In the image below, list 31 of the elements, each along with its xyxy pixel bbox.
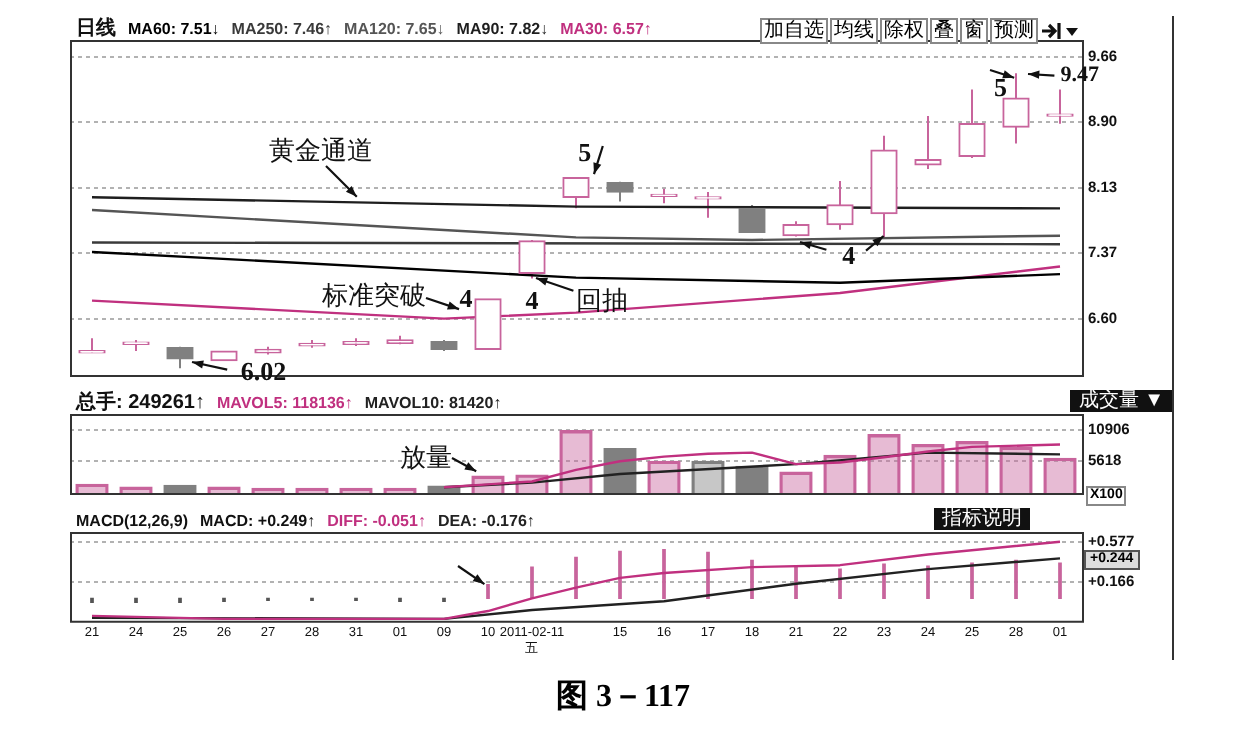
annotation: 预测 bbox=[990, 18, 1038, 44]
text: MA250: 7.46↑ bbox=[231, 18, 333, 40]
text: MAVOL10: 81420↑ bbox=[364, 392, 502, 414]
annotation: 黄金通道 bbox=[268, 134, 373, 165]
chart-title: MACD(12,26,9) bbox=[76, 510, 189, 532]
annotation: 总手: 249261↑ bbox=[76, 392, 205, 414]
annotation: 5 bbox=[578, 137, 593, 168]
text: MA60: 7.51↓ bbox=[128, 18, 220, 40]
text: MA90: 7.82↓ bbox=[456, 18, 549, 40]
text: MA30: 6.57↑ bbox=[560, 18, 652, 40]
annotation: 均线 bbox=[830, 18, 878, 44]
text: 成交量 ▼ bbox=[1070, 390, 1172, 412]
annotation: 标准突破 bbox=[319, 280, 426, 311]
annotation: 4 bbox=[842, 239, 857, 270]
annotation: 4 bbox=[459, 283, 474, 314]
annotation: 放量 bbox=[400, 442, 453, 473]
text: 指标说明 bbox=[934, 508, 1030, 530]
annotation: 除权 bbox=[880, 18, 928, 44]
annotation: 加自选 bbox=[760, 18, 828, 44]
annotation: 窗 bbox=[960, 18, 988, 44]
chart-title: 日线 bbox=[76, 18, 116, 40]
annotation: 5 bbox=[994, 72, 1009, 103]
annotation: 4 bbox=[525, 285, 540, 316]
annotation: 回抽 bbox=[576, 285, 629, 316]
caption: 图 3－117 bbox=[553, 678, 693, 718]
text: MAVOL5: 118136↑ bbox=[216, 392, 353, 414]
text: MACD: +0.249↑ bbox=[200, 510, 316, 532]
annotation: 叠 bbox=[930, 18, 958, 44]
text: DEA: -0.176↑ bbox=[437, 510, 535, 532]
text: MA120: 7.65↓ bbox=[344, 18, 445, 40]
text: DIFF: -0.051↑ bbox=[327, 510, 426, 532]
